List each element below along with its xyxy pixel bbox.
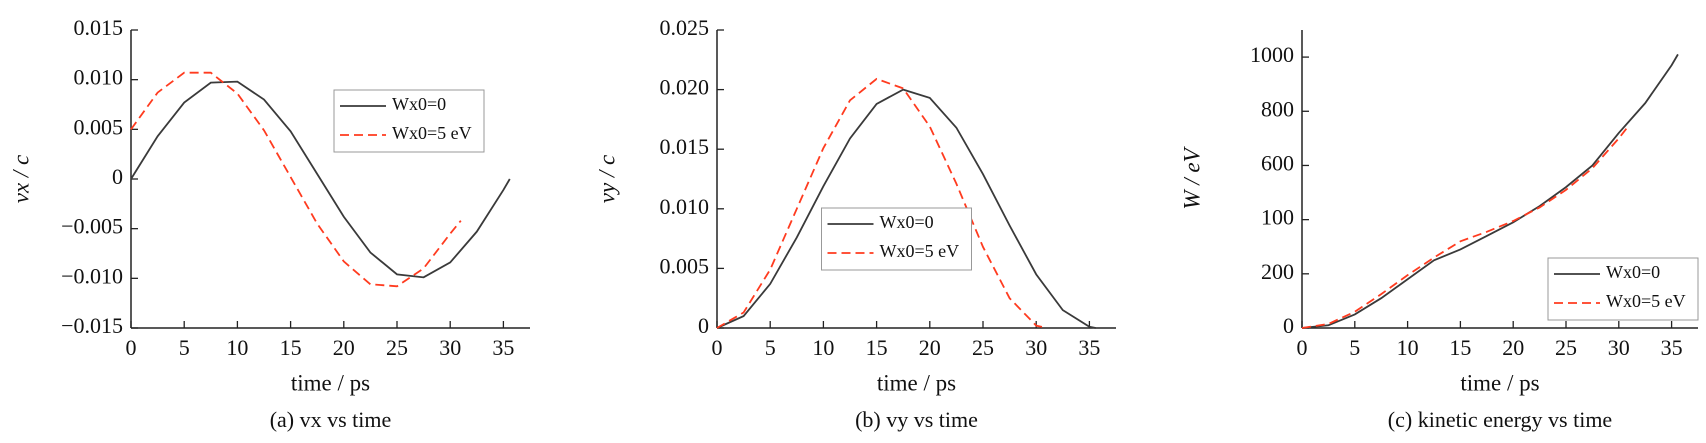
panel: 0 5 10 15 20 25 30 35 0 200 100 600 800 1000 time / ps… [1179,30,1699,432]
series-line [1301,124,1631,329]
series-line [130,80,511,279]
x-tick-label: 30 [1608,335,1630,360]
legend-label: Wx0=5 eV [1606,291,1686,311]
legend-label: Wx0=5 eV [392,123,472,143]
x-tick-label: 35 [1661,335,1683,360]
legend-label: Wx0=5 eV [880,241,960,261]
x-axis-label: time / ps [877,370,956,395]
x-tick-label: 0 [712,335,723,360]
y-tick-label: 1000 [1250,42,1294,67]
y-tick-label: −0.015 [61,313,123,338]
series-line [130,71,462,288]
y-tick-label: −0.010 [61,263,123,288]
x-tick-label: 35 [1078,335,1100,360]
caption: (a) vx vs time [270,407,392,432]
y-tick-label: −0.005 [61,214,123,239]
y-axis-label: vx / c [8,155,33,204]
legend-label: Wx0=0 [880,212,934,232]
y-tick-label: 0 [698,313,709,338]
x-tick-label: 10 [812,335,834,360]
legend-label: Wx0=0 [1606,262,1660,282]
x-axis-label: time / ps [291,370,370,395]
x-tick-label: 5 [1349,335,1360,360]
x-tick-label: 10 [226,335,248,360]
y-tick-label: 0 [1283,313,1294,338]
legend-box [821,207,972,271]
caption: (b) vy vs time [855,407,978,432]
y-tick-label: 0.005 [74,114,124,139]
legend-box [1547,257,1699,321]
y-tick-label: 0.025 [660,15,710,40]
x-tick-label: 30 [439,335,461,360]
x-tick-label: 30 [1025,335,1047,360]
series-line [716,88,1096,329]
x-tick-label: 15 [1449,335,1471,360]
x-tick-label: 15 [280,335,302,360]
y-tick-label: 600 [1261,151,1294,176]
x-axis-label: time / ps [1460,370,1539,395]
x-tick-label: 20 [333,335,355,360]
y-tick-label: 0 [112,164,123,189]
y-tick-label: 0.005 [660,253,710,278]
x-tick-label: 20 [919,335,941,360]
x-tick-label: 10 [1397,335,1419,360]
y-axis-label: W / eV [1179,145,1204,209]
y-axis-label: vy / c [594,155,619,204]
legend-box [333,89,485,153]
x-tick-label: 25 [1555,335,1577,360]
x-tick-label: 0 [1297,335,1308,360]
y-tick-label: 0.020 [660,75,710,100]
caption: (c) kinetic energy vs time [1388,407,1612,432]
y-tick-label: 0.015 [660,134,710,159]
series-line [716,77,1048,329]
y-tick-label: 0.010 [74,65,124,90]
x-tick-label: 35 [492,335,514,360]
y-tick-label: 100 [1261,205,1294,230]
panel: 0 5 10 15 20 25 30 35 0 0.005 0.010 0.015 0.020 0.025… [594,15,1116,432]
x-tick-label: 25 [972,335,994,360]
y-tick-label: 0.010 [660,194,710,219]
y-tick-label: 800 [1261,96,1294,121]
x-tick-label: 5 [179,335,190,360]
panel: 0 5 10 15 20 25 30 35 −0.015 −0.010 −0.005 0 0.005 0.… [8,15,530,432]
legend-label: Wx0=0 [392,94,446,114]
x-tick-label: 20 [1502,335,1524,360]
y-tick-label: 0.015 [74,15,124,40]
x-tick-label: 15 [866,335,888,360]
series-line [1301,53,1679,329]
x-tick-label: 0 [126,335,137,360]
y-tick-label: 200 [1261,259,1294,284]
x-tick-label: 5 [765,335,776,360]
x-tick-label: 25 [386,335,408,360]
